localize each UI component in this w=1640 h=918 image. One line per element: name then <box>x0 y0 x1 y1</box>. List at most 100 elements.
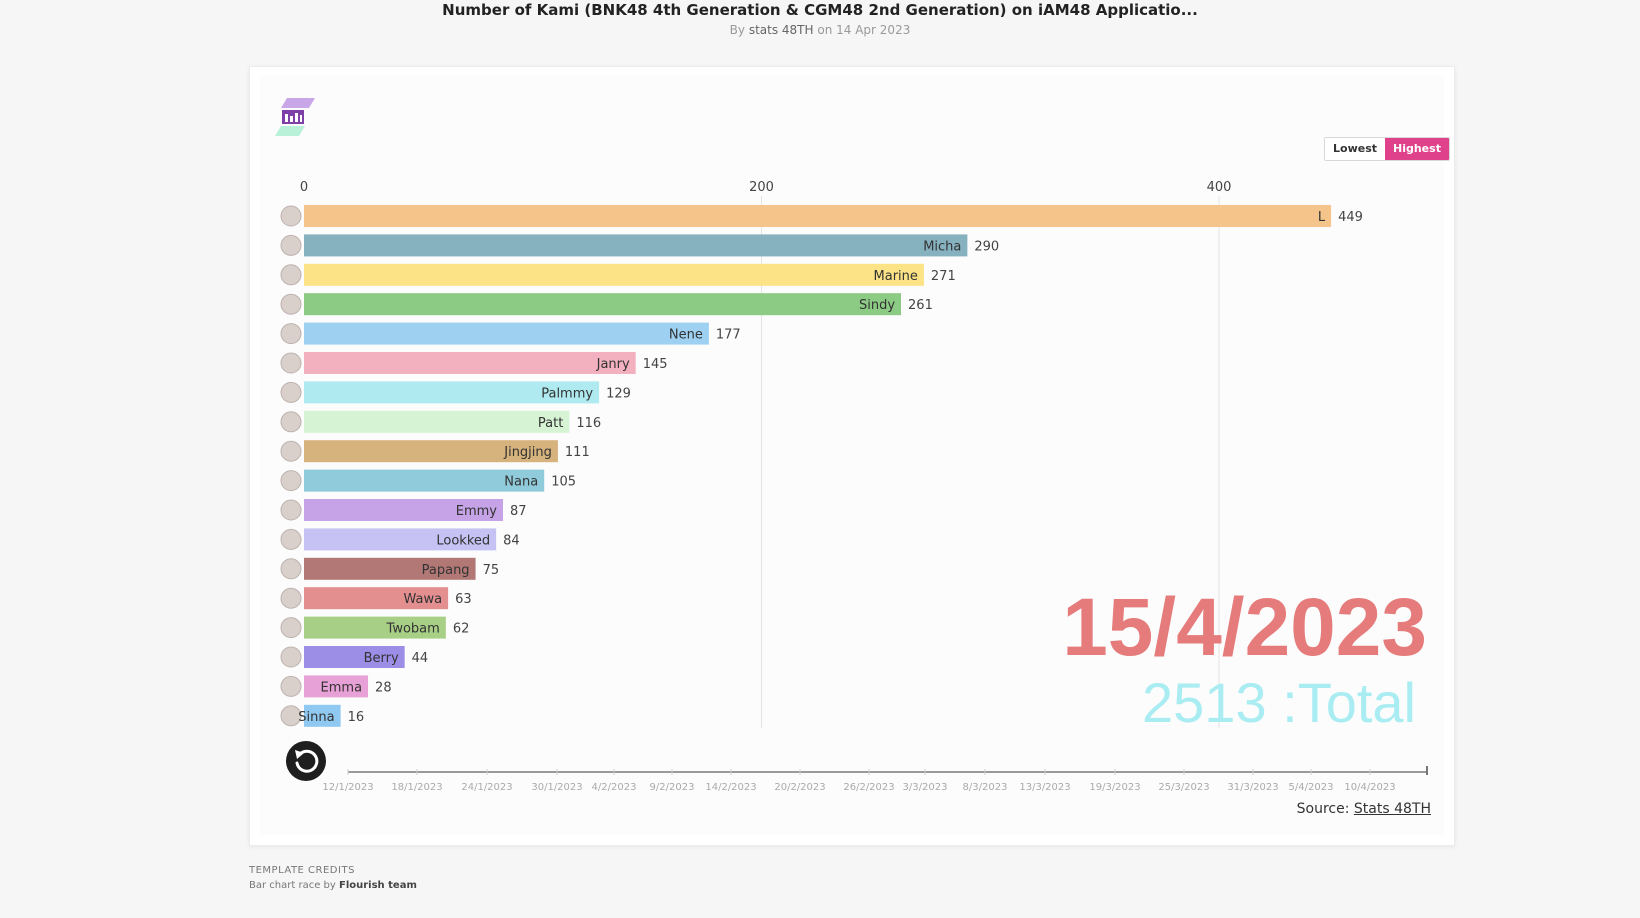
bar-value-label: 290 <box>974 239 999 254</box>
bar-value-label: 177 <box>716 328 741 343</box>
bar[interactable] <box>304 587 449 610</box>
bar-value-label: 62 <box>453 622 470 637</box>
timeline-label[interactable]: 4/2/2023 <box>592 782 637 793</box>
bar[interactable] <box>304 234 968 257</box>
bar[interactable] <box>304 440 558 463</box>
subtitle-date: on 14 Apr 2023 <box>817 23 911 37</box>
avatar <box>280 470 302 492</box>
bar-value-label: 63 <box>455 592 472 607</box>
replay-icon <box>295 749 319 773</box>
timeline-label[interactable]: 30/1/2023 <box>531 782 582 793</box>
sort-highest-button[interactable]: Highest <box>1385 138 1449 160</box>
avatar <box>280 528 302 550</box>
source-line: Source: Stats 48TH <box>1297 801 1431 817</box>
bar[interactable] <box>304 381 600 404</box>
timeline-label[interactable]: 18/1/2023 <box>391 782 442 793</box>
bar-name-label: Marine <box>874 269 918 284</box>
timeline-label[interactable]: 19/3/2023 <box>1089 782 1140 793</box>
bar[interactable] <box>304 263 924 286</box>
bar[interactable] <box>304 646 405 668</box>
avatar <box>280 558 302 580</box>
bar-name-label: Papang <box>422 563 470 578</box>
bar[interactable] <box>304 293 902 316</box>
page-title: Number of Kami (BNK48 4th Generation & C… <box>442 1 1198 19</box>
bar-name-label: Emmy <box>456 504 498 519</box>
bar-value-label: 16 <box>348 710 365 725</box>
bar[interactable] <box>304 616 446 639</box>
bar[interactable] <box>304 469 545 492</box>
avatar <box>280 617 302 639</box>
timeline-label[interactable]: 5/4/2023 <box>1289 782 1334 793</box>
subtitle-prefix: By <box>729 23 745 37</box>
bar[interactable] <box>304 528 497 551</box>
bar[interactable] <box>304 557 476 580</box>
avatar <box>280 411 302 433</box>
bar-name-label: Emma <box>321 680 363 695</box>
bar-name-label: Lookked <box>436 533 490 548</box>
x-tick-label: 0 <box>300 180 308 195</box>
bar[interactable] <box>304 352 636 374</box>
avatar <box>280 264 302 286</box>
bar-name-label: Sindy <box>859 298 895 313</box>
bar-value-label: 44 <box>412 651 429 666</box>
avatar <box>280 323 302 345</box>
bar[interactable] <box>304 704 341 727</box>
bar-value-label: 129 <box>606 386 631 401</box>
avatar <box>280 675 302 697</box>
timeline-label[interactable]: 31/3/2023 <box>1227 782 1278 793</box>
bar[interactable] <box>304 675 369 698</box>
bar-name-label: Nene <box>669 328 703 343</box>
bar-value-label: 111 <box>565 445 590 460</box>
credits-team[interactable]: Flourish team <box>338 880 417 891</box>
bar[interactable] <box>304 205 1332 227</box>
timeline-label[interactable]: 9/2/2023 <box>650 782 695 793</box>
chart-card <box>249 66 1455 846</box>
avatar <box>280 293 302 315</box>
avatar <box>280 587 302 609</box>
bar[interactable] <box>304 322 709 345</box>
x-tick-label: 200 <box>749 180 774 195</box>
timeline-label[interactable]: 13/3/2023 <box>1019 782 1070 793</box>
replay-button[interactable] <box>286 741 326 781</box>
timeline-label[interactable]: 12/1/2023 <box>322 782 373 793</box>
template-credits: TEMPLATE CREDITS Bar chart race by Flour… <box>249 863 417 893</box>
current-date-label: 15/4/2023 <box>1062 582 1427 673</box>
timeline-label[interactable]: 25/3/2023 <box>1158 782 1209 793</box>
bar-name-label: Palmmy <box>541 386 593 401</box>
timeline-label[interactable]: 10/4/2023 <box>1344 782 1395 793</box>
x-tick-label: 400 <box>1207 180 1232 195</box>
bar-value-label: 116 <box>576 416 601 431</box>
bar-name-label: Wawa <box>404 592 443 607</box>
bar-value-label: 449 <box>1338 210 1363 225</box>
bar-value-label: 145 <box>643 357 668 372</box>
timeline-label[interactable]: 3/3/2023 <box>903 782 948 793</box>
timeline-label[interactable]: 20/2/2023 <box>774 782 825 793</box>
bar-value-label: 105 <box>551 475 576 490</box>
bar-name-label: L <box>1318 210 1326 225</box>
bar[interactable] <box>304 499 504 521</box>
avatar <box>280 205 302 227</box>
timeline-label[interactable]: 8/3/2023 <box>963 782 1008 793</box>
timeline-label[interactable]: 14/2/2023 <box>705 782 756 793</box>
sort-toggle: Lowest Highest <box>1324 137 1450 161</box>
total-label: 2513 :Total <box>1142 671 1416 734</box>
subtitle-author[interactable]: stats 48TH <box>748 23 814 37</box>
bar-value-label: 84 <box>503 533 520 548</box>
avatar <box>280 381 302 403</box>
avatar <box>280 705 302 727</box>
bar-name-label: Sinna <box>298 710 334 725</box>
avatar <box>280 440 302 462</box>
source-link[interactable]: Stats 48TH <box>1353 801 1431 817</box>
bar-name-label: Micha <box>923 239 961 254</box>
bar-name-label: Twobam <box>386 622 440 637</box>
timeline-label[interactable]: 24/1/2023 <box>461 782 512 793</box>
credits-prefix: Bar chart race by <box>249 880 336 891</box>
bar-value-label: 75 <box>483 563 500 578</box>
avatar <box>280 646 302 668</box>
bar-value-label: 271 <box>931 269 956 284</box>
credits-heading: TEMPLATE CREDITS <box>249 865 355 876</box>
sort-lowest-button[interactable]: Lowest <box>1325 138 1385 160</box>
bar[interactable] <box>304 410 570 433</box>
timeline-label[interactable]: 26/2/2023 <box>843 782 894 793</box>
